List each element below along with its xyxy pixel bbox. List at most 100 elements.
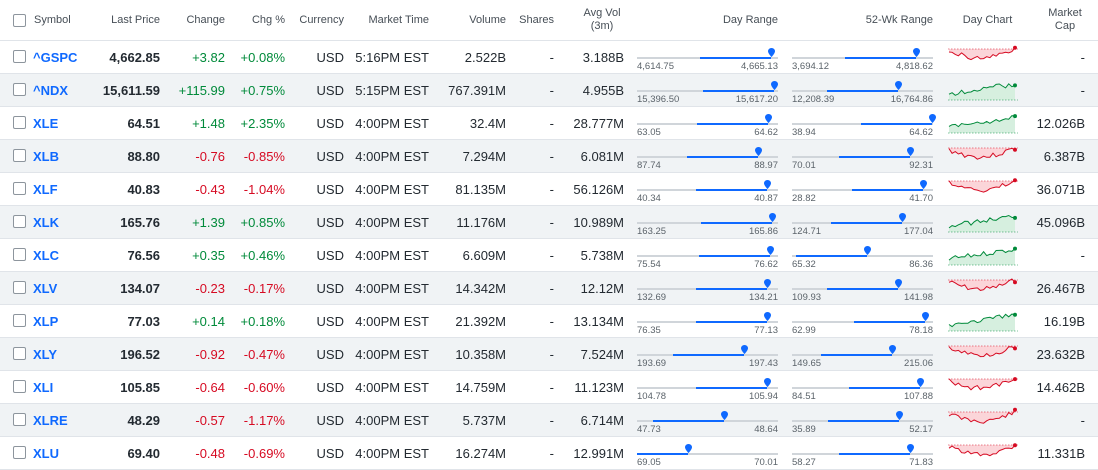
- col-change[interactable]: Change: [186, 14, 225, 26]
- day-chart-sparkline[interactable]: [948, 439, 1018, 467]
- 52wk-range-low: 149.65: [792, 358, 822, 369]
- day-chart-sparkline[interactable]: [948, 142, 1018, 170]
- row-checkbox[interactable]: [13, 83, 26, 96]
- 52wk-range-bar: 109.93 141.98: [792, 272, 933, 304]
- col-market-time[interactable]: Market Time: [368, 14, 429, 26]
- row-checkbox[interactable]: [13, 281, 26, 294]
- row-checkbox[interactable]: [13, 215, 26, 228]
- day-chart-sparkline[interactable]: [948, 307, 1018, 335]
- row-checkbox[interactable]: [13, 314, 26, 327]
- sparkline-line: [948, 409, 1016, 424]
- shares: -: [549, 214, 554, 230]
- row-checkbox[interactable]: [13, 149, 26, 162]
- row-checkbox[interactable]: [13, 380, 26, 393]
- table-row[interactable]: XLY 196.52 -0.92 -0.47% USD 4:00PM EST 10.358M…: [0, 338, 1098, 371]
- table-row[interactable]: ^NDX 15,611.59 +115.99 +0.75% USD 5:15PM EST 7…: [0, 74, 1098, 107]
- shares: -: [549, 115, 554, 131]
- symbol-link[interactable]: XLV: [33, 280, 58, 296]
- symbol-link[interactable]: ^NDX: [33, 82, 69, 98]
- avg-volume: 12.12M: [580, 280, 624, 296]
- market-cap: 36.071B: [1036, 181, 1085, 197]
- sparkline-end-dot: [1013, 377, 1017, 382]
- 52wk-range-fill: [845, 57, 916, 59]
- table-row[interactable]: XLU 69.40 -0.48 -0.69% USD 4:00PM EST 16.274M -…: [0, 437, 1098, 470]
- select-all-checkbox[interactable]: [13, 14, 26, 27]
- day-chart-sparkline[interactable]: [948, 76, 1018, 104]
- 52wk-range-high: 92.31: [909, 160, 933, 171]
- symbol-link[interactable]: XLY: [33, 346, 58, 362]
- row-checkbox[interactable]: [13, 50, 26, 63]
- day-chart-sparkline[interactable]: [948, 340, 1018, 368]
- day-chart-sparkline[interactable]: [948, 241, 1018, 269]
- table-row[interactable]: XLE 64.51 +1.48 +2.35% USD 4:00PM EST 32.4M - 28…: [0, 107, 1098, 140]
- table-row[interactable]: XLK 165.76 +1.39 +0.85% USD 4:00PM EST 11.176M…: [0, 206, 1098, 239]
- col-52wk-range[interactable]: 52-Wk Range: [865, 14, 933, 26]
- avg-volume: 11.123M: [574, 379, 624, 395]
- col-avg-vol[interactable]: Avg Vol (3m): [580, 0, 624, 40]
- volume: 32.4M: [469, 115, 506, 131]
- day-chart-sparkline[interactable]: [948, 175, 1018, 203]
- day-chart-sparkline[interactable]: [948, 406, 1018, 434]
- last-price: 15,611.59: [102, 82, 160, 98]
- col-chg-pct[interactable]: Chg %: [251, 14, 285, 26]
- row-checkbox[interactable]: [13, 248, 26, 261]
- table-row[interactable]: XLF 40.83 -0.43 -1.04% USD 4:00PM EST 81.135M -…: [0, 173, 1098, 206]
- 52wk-range-bar: 12,208.39 16,764.86: [792, 74, 933, 106]
- row-checkbox[interactable]: [13, 116, 26, 129]
- table-row[interactable]: XLRE 48.29 -0.57 -1.17% USD 4:00PM EST 5.737M -…: [0, 404, 1098, 437]
- symbol-link[interactable]: XLRE: [33, 412, 68, 428]
- col-day-chart[interactable]: Day Chart: [962, 14, 1013, 26]
- 52wk-range-fill: [827, 90, 898, 92]
- 52wk-range-fill: [831, 222, 902, 224]
- table-row[interactable]: ^GSPC 4,662.85 +3.82 +0.08% USD 5:16PM EST 2.5…: [0, 41, 1098, 74]
- col-shares[interactable]: Shares: [519, 14, 554, 26]
- day-chart-sparkline[interactable]: [948, 373, 1018, 401]
- day-range-bar: 63.05 64.62: [637, 107, 778, 139]
- avg-volume: 4.955B: [582, 82, 624, 98]
- symbol-link[interactable]: XLP: [33, 313, 59, 329]
- day-range-low: 47.73: [637, 424, 661, 435]
- row-checkbox[interactable]: [13, 347, 26, 360]
- symbol-link[interactable]: XLF: [33, 181, 58, 197]
- table-row[interactable]: XLI 105.85 -0.64 -0.60% USD 4:00PM EST 14.759M…: [0, 371, 1098, 404]
- day-chart-sparkline[interactable]: [948, 43, 1018, 71]
- change-value: +1.48: [192, 115, 225, 131]
- day-chart-sparkline[interactable]: [948, 274, 1018, 302]
- row-checkbox[interactable]: [13, 182, 26, 195]
- col-symbol[interactable]: Symbol: [34, 14, 71, 26]
- shares: -: [549, 412, 554, 428]
- 52wk-range-marker-icon: [889, 342, 896, 354]
- row-checkbox[interactable]: [13, 446, 26, 459]
- day-range-bar: 163.25 165.86: [637, 206, 778, 238]
- symbol-link[interactable]: XLI: [33, 379, 54, 395]
- symbol-link[interactable]: XLC: [33, 247, 59, 263]
- col-currency[interactable]: Currency: [299, 14, 344, 26]
- col-day-range[interactable]: Day Range: [722, 14, 778, 26]
- day-range-fill: [703, 90, 774, 92]
- day-range-fill: [673, 354, 744, 356]
- symbol-link[interactable]: XLU: [33, 445, 59, 461]
- day-range-high: 40.87: [754, 193, 778, 204]
- table-row[interactable]: XLP 77.03 +0.14 +0.18% USD 4:00PM EST 21.392M -…: [0, 305, 1098, 338]
- sparkline-end-dot: [1013, 178, 1017, 183]
- currency: USD: [316, 181, 344, 197]
- symbol-link[interactable]: XLE: [33, 115, 59, 131]
- col-market-cap[interactable]: Market Cap: [1040, 0, 1090, 40]
- avg-volume: 12.991M: [573, 445, 624, 461]
- table-row[interactable]: XLC 76.56 +0.35 +0.46% USD 4:00PM EST 6.609M - 5…: [0, 239, 1098, 272]
- day-chart-sparkline[interactable]: [948, 109, 1018, 137]
- last-price: 48.29: [127, 412, 160, 428]
- symbol-link[interactable]: ^GSPC: [33, 49, 78, 65]
- day-chart-sparkline[interactable]: [948, 208, 1018, 236]
- symbol-link[interactable]: XLK: [33, 214, 59, 230]
- day-range-marker-icon: [755, 144, 762, 156]
- table-row[interactable]: XLV 134.07 -0.23 -0.17% USD 4:00PM EST 14.342M…: [0, 272, 1098, 305]
- col-last-price[interactable]: Last Price: [111, 14, 160, 26]
- row-checkbox[interactable]: [13, 413, 26, 426]
- shares: -: [549, 280, 554, 296]
- 52wk-range-bar: 84.51 107.88: [792, 371, 933, 403]
- change-percent: +2.35%: [240, 115, 285, 131]
- table-row[interactable]: XLB 88.80 -0.76 -0.85% USD 4:00PM EST 7.294M - 6…: [0, 140, 1098, 173]
- symbol-link[interactable]: XLB: [33, 148, 59, 164]
- col-volume[interactable]: Volume: [469, 14, 506, 26]
